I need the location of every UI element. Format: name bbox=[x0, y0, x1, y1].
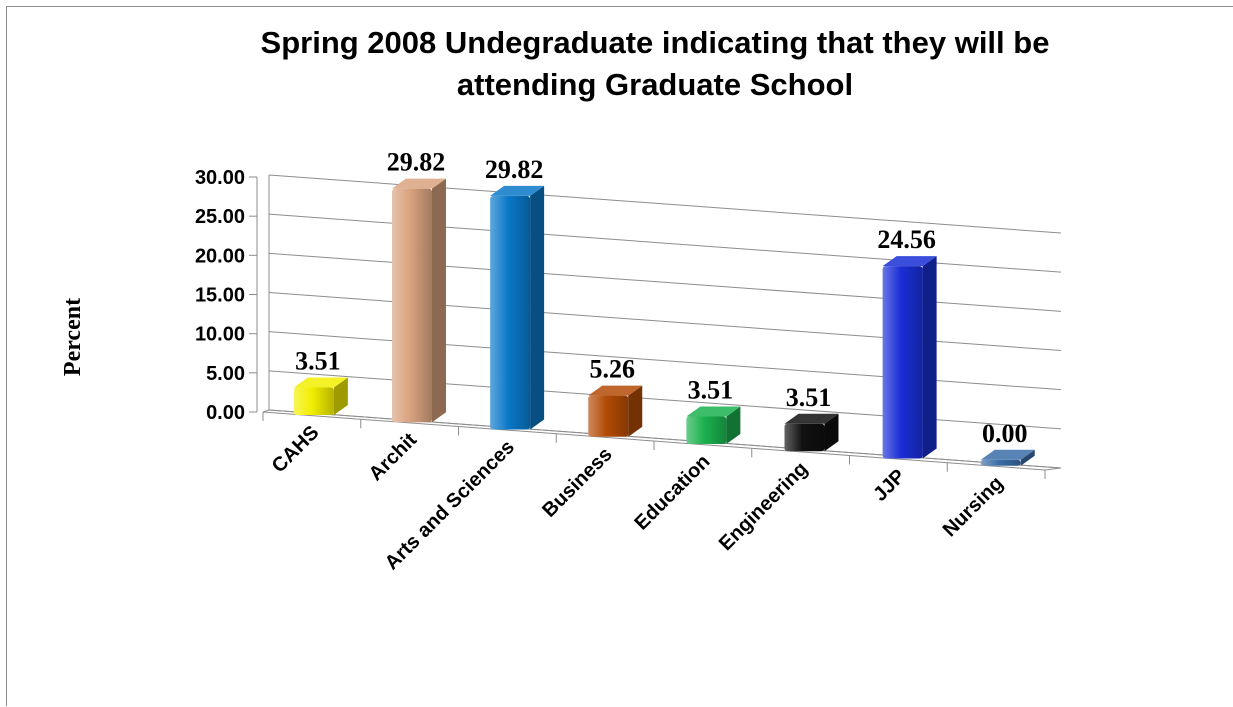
bar-front-5 bbox=[784, 423, 825, 452]
y-tick-label-4: 20.00 bbox=[195, 245, 245, 267]
bar-top-3 bbox=[588, 385, 643, 396]
bar-1 bbox=[391, 178, 446, 423]
y-tick-label-2: 10.00 bbox=[195, 324, 245, 346]
category-label-4: Education bbox=[630, 451, 714, 535]
bar-front-3 bbox=[588, 395, 629, 437]
gridline-6 bbox=[268, 174, 1062, 234]
bar-7 bbox=[980, 449, 1035, 466]
gridline-1 bbox=[268, 370, 1062, 430]
gridline-2 bbox=[268, 331, 1062, 391]
bar-front-6 bbox=[882, 266, 923, 459]
bar-side-4 bbox=[726, 406, 741, 445]
bar-side-2 bbox=[530, 185, 545, 430]
bar-front-2 bbox=[490, 195, 531, 430]
bar-side-1 bbox=[431, 178, 446, 423]
bar-4 bbox=[686, 406, 741, 445]
category-label-7: Nursing bbox=[939, 472, 1008, 541]
bar-side-6 bbox=[922, 256, 937, 459]
bar-side-7 bbox=[1020, 449, 1035, 466]
gridline-5 bbox=[268, 213, 1062, 273]
bar-top-0 bbox=[293, 377, 348, 388]
bar-top-4 bbox=[686, 406, 741, 417]
bar-front-1 bbox=[391, 188, 432, 423]
data-label-1: 29.82 bbox=[387, 148, 446, 177]
data-label-7: 0.00 bbox=[982, 419, 1028, 448]
y-tick-label-1: 5.00 bbox=[206, 363, 245, 385]
bar-front-0 bbox=[293, 387, 334, 416]
bar-front-7 bbox=[980, 459, 1021, 466]
bar-side-3 bbox=[628, 385, 643, 437]
bar-top-7 bbox=[980, 449, 1035, 460]
data-label-3: 5.26 bbox=[589, 355, 635, 384]
y-tick-label-0: 0.00 bbox=[206, 402, 245, 424]
chart-title-line-2: attending Graduate School bbox=[457, 67, 853, 102]
y-tick-label-5: 25.00 bbox=[195, 206, 245, 228]
category-label-5: Engineering bbox=[715, 458, 812, 555]
data-label-2: 29.82 bbox=[485, 155, 544, 184]
bars bbox=[293, 178, 1035, 466]
bar-top-6 bbox=[882, 256, 937, 267]
data-label-0: 3.51 bbox=[295, 347, 341, 376]
data-label-6: 24.56 bbox=[877, 225, 936, 254]
floor-outline bbox=[262, 409, 1062, 471]
category-label-3: Business bbox=[538, 443, 616, 521]
chart-frame: Spring 2008 Undegraduate indicating that… bbox=[6, 6, 1233, 706]
category-label-1: Archit bbox=[365, 429, 422, 486]
bar-0 bbox=[293, 377, 348, 416]
chart-title-line-1: Spring 2008 Undegraduate indicating that… bbox=[261, 25, 1050, 60]
bar-2 bbox=[490, 185, 545, 430]
category-label-0: CAHS bbox=[268, 422, 324, 478]
bar-6 bbox=[882, 256, 937, 459]
bar-side-0 bbox=[333, 377, 348, 416]
data-label-5: 3.51 bbox=[786, 383, 832, 412]
y-tick-label-6: 30.00 bbox=[195, 167, 245, 189]
bar-3 bbox=[588, 385, 643, 437]
y-axis-label: Percent bbox=[60, 298, 86, 376]
bar-side-5 bbox=[824, 413, 839, 452]
bar-chart: Spring 2008 Undegraduate indicating that… bbox=[60, 25, 1062, 574]
grid bbox=[262, 174, 1062, 471]
category-label-6: JJP bbox=[869, 465, 910, 506]
bar-front-4 bbox=[686, 416, 727, 445]
gridline-4 bbox=[268, 252, 1062, 312]
bar-top-1 bbox=[391, 178, 446, 189]
bar-5 bbox=[784, 413, 839, 452]
data-label-4: 3.51 bbox=[688, 376, 734, 405]
bar-top-2 bbox=[490, 185, 545, 196]
bar-top-5 bbox=[784, 413, 839, 424]
y-tick-label-3: 15.00 bbox=[195, 285, 245, 307]
gridline-3 bbox=[268, 292, 1062, 351]
